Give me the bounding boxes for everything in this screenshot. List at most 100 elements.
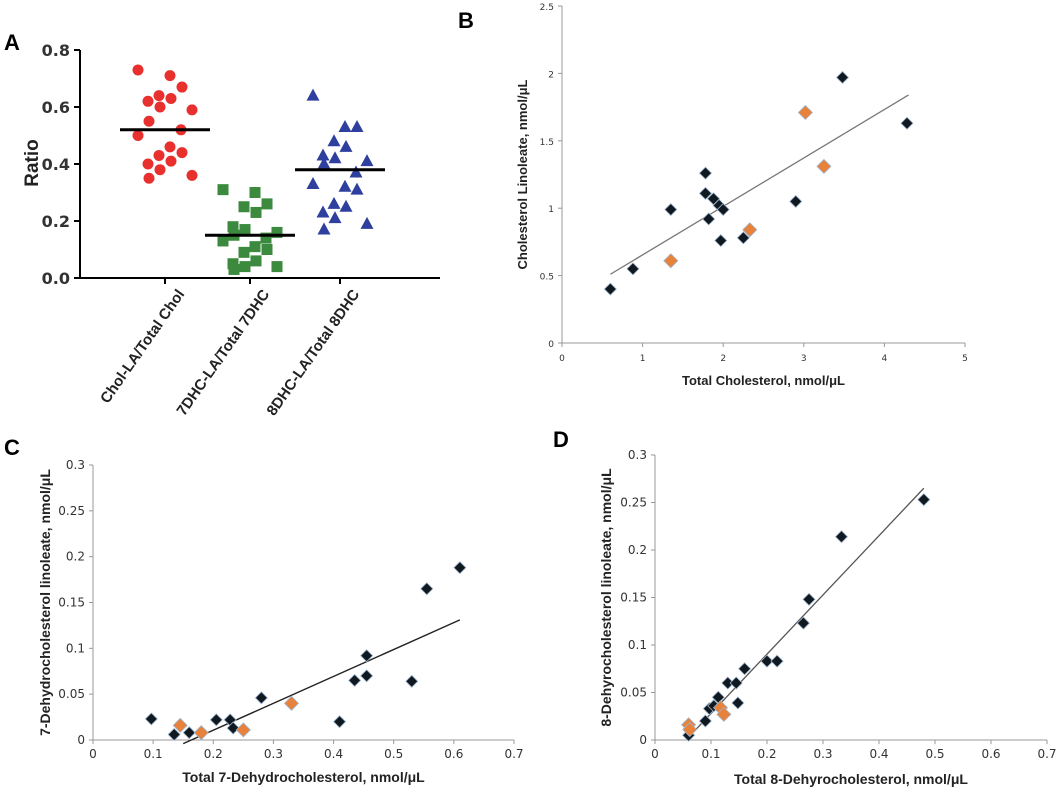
black-diamond-point <box>900 116 914 130</box>
ytick-label: 0.2 <box>66 550 85 564</box>
a-point-circle <box>153 90 165 102</box>
a-point-square <box>239 261 251 273</box>
ytick-label: 0.5 <box>540 273 554 283</box>
a-ytick-label: 0.8 <box>42 41 70 60</box>
orange-diamond-point <box>742 222 758 238</box>
a-point-triangle <box>349 165 363 178</box>
orange-diamond-point <box>235 722 251 738</box>
a-point-square <box>228 263 240 275</box>
xtick-label: 0.6 <box>444 747 463 761</box>
ytick-label: 0.15 <box>620 591 647 605</box>
a-point-square <box>227 221 239 233</box>
a-point-triangle <box>327 134 341 147</box>
a-point-triangle <box>317 222 331 235</box>
a-category-label: Chol-LA/Total Chol <box>97 287 188 407</box>
black-diamond-point <box>698 186 713 200</box>
ytick-label: 0.3 <box>66 458 85 472</box>
a-point-square <box>217 184 229 196</box>
ytick-label: 2.5 <box>540 3 554 13</box>
xtick-label: 0.5 <box>384 747 403 761</box>
a-point-triangle <box>328 151 342 164</box>
a-point-triangle <box>350 182 364 195</box>
a-point-triangle <box>327 196 341 209</box>
a-point-triangle <box>339 199 353 212</box>
xtick-label: 3 <box>801 354 807 364</box>
a-point-triangle <box>350 119 364 132</box>
xtick-label: 0 <box>559 354 565 364</box>
black-diamond-point <box>226 721 240 735</box>
a-point-square <box>250 206 262 218</box>
xtick-label: 0 <box>89 747 97 761</box>
black-diamond-point <box>698 166 713 180</box>
black-diamond-point <box>182 726 196 740</box>
xtick-label: 2 <box>720 354 726 364</box>
a-ytick-label: 0.0 <box>42 269 70 288</box>
black-diamond-point <box>731 696 745 710</box>
a-point-square <box>238 201 250 213</box>
a-category-label: 7DHC-LA/Total 7DHC <box>173 286 273 419</box>
xtick-label: 0.4 <box>869 747 888 761</box>
panel-a-dot-plot: 0.0 0.2 0.4 0.6 0.8 Ratio Chol-LA/Total Chol7D… <box>22 41 440 419</box>
black-diamond-point <box>736 231 750 245</box>
black-diamond-point <box>802 592 816 606</box>
black-diamond-point <box>770 654 784 668</box>
trendline <box>610 94 909 275</box>
ytick-label: 0.05 <box>58 687 85 701</box>
black-diamond-point <box>738 662 752 676</box>
panel-label-c: C <box>4 435 20 460</box>
a-point-triangle <box>316 205 330 218</box>
black-diamond-point <box>664 202 678 217</box>
black-diamond-point <box>626 262 640 276</box>
black-diamond-point <box>835 70 850 85</box>
y-axis-title: Cholesterol Linoleate, nmol/μL <box>515 79 530 269</box>
ytick-label: 0 <box>639 733 647 747</box>
a-point-circle <box>165 92 177 104</box>
black-diamond-point <box>420 582 434 596</box>
a-point-triangle <box>338 179 352 192</box>
xtick-label: 0.3 <box>813 747 832 761</box>
black-diamond-point <box>716 202 730 217</box>
ytick-label: 0.15 <box>58 596 85 610</box>
black-diamond-point <box>702 212 716 226</box>
ytick-label: 0.25 <box>58 504 85 518</box>
a-point-triangle <box>306 88 320 101</box>
a-point-circle <box>143 115 155 127</box>
a-point-triangle <box>316 148 330 161</box>
ytick-label: 0 <box>548 340 554 350</box>
a-point-square <box>261 244 273 255</box>
black-diamond-point <box>698 714 712 728</box>
xtick-label: 0.1 <box>701 747 720 761</box>
a-point-circle <box>154 101 166 113</box>
a-point-circle <box>143 172 155 184</box>
a-point-square <box>249 187 261 198</box>
ytick-label: 1.5 <box>540 138 554 148</box>
a-point-square <box>217 235 229 247</box>
xtick-label: 0.3 <box>264 747 283 761</box>
a-category-label: 8DHC-LA/Total 8DHC <box>263 286 363 419</box>
xtick-label: 0.5 <box>925 747 944 761</box>
xtick-label: 0.2 <box>757 747 776 761</box>
orange-diamond-point <box>716 706 732 722</box>
a-point-circle <box>186 104 198 116</box>
a-point-square <box>238 246 250 258</box>
a-point-circle <box>186 169 198 181</box>
ytick-label: 0.2 <box>628 543 647 557</box>
black-diamond-point <box>405 674 419 688</box>
ytick-label: 0.05 <box>620 686 647 700</box>
trendline <box>688 487 925 738</box>
a-point-circle <box>176 147 188 159</box>
a-point-square <box>271 261 283 273</box>
black-diamond-point <box>167 727 181 742</box>
x-axis-title: Total Cholesterol, nmol/μL <box>682 373 845 388</box>
a-point-triangle <box>317 157 331 169</box>
panel-d-scatter: 0 0.05 0.1 0.15 0.2 0.25 0.3 0 0.1 0.2 0.3 0.4 0.5 0.… <box>598 448 1057 787</box>
x-axis-title: Total 8-Dehyrocholesterol, nmol/μL <box>734 771 968 787</box>
a-ytick-label: 0.4 <box>42 155 70 174</box>
xtick-label: 4 <box>882 354 888 364</box>
ytick-label: 0.1 <box>66 641 85 655</box>
a-point-square <box>260 232 272 244</box>
xtick-label: 0.1 <box>144 747 163 761</box>
a-y-axis-title: Ratio <box>22 139 43 187</box>
a-point-circle <box>176 81 188 93</box>
orange-diamond-point <box>682 721 698 738</box>
